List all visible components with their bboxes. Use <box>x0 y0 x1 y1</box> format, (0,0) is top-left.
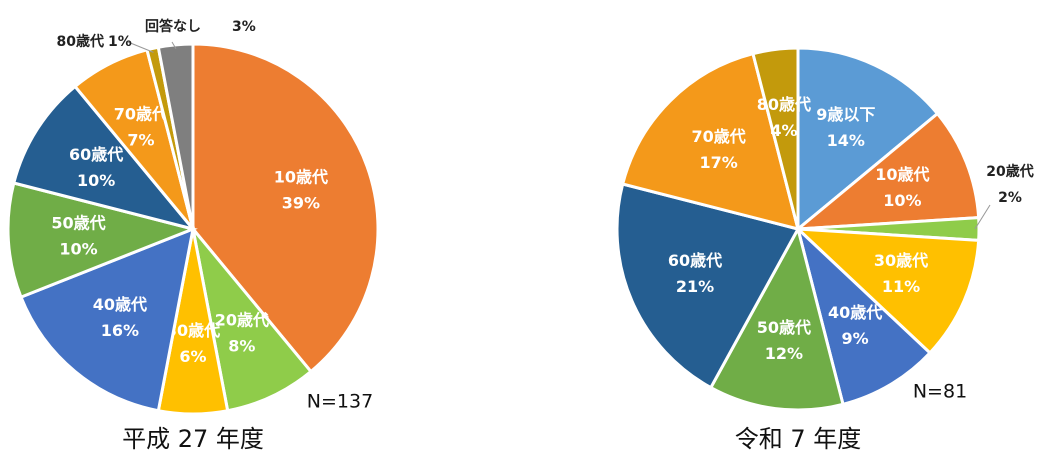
outside-label: 回答なし <box>145 18 201 35</box>
slice-label: 60歳代 <box>668 251 722 270</box>
slice-value: 8% <box>228 336 255 355</box>
pie-slice <box>620 51 801 232</box>
slice-value: 10% <box>883 191 921 210</box>
slice-value: 6% <box>179 347 206 366</box>
slice-label: 50歳代 <box>51 214 105 233</box>
pie-slice <box>795 224 933 407</box>
pie-slice <box>615 182 801 390</box>
sample-size: N=81 <box>913 381 967 403</box>
slice-label: 70歳代 <box>692 127 746 146</box>
slice-value: 14% <box>827 131 865 150</box>
slice-value: 39% <box>282 194 320 213</box>
pie-slice <box>11 84 198 232</box>
pie-slice <box>796 46 940 233</box>
slice-value: 10% <box>77 171 115 190</box>
slice-value: 11% <box>882 277 920 296</box>
slice-value: 17% <box>700 153 738 172</box>
leader-line <box>974 204 991 230</box>
slice-label: 30歳代 <box>166 321 220 340</box>
chart-title: 令和 7 年度 <box>735 425 862 453</box>
outside-value: 1% <box>108 34 132 50</box>
pie-slice <box>19 226 195 413</box>
slice-label: 30歳代 <box>874 251 928 270</box>
outside-value: 2% <box>998 190 1022 206</box>
leader-line <box>127 41 154 53</box>
slice-value: 10% <box>59 240 97 259</box>
slice-value: 16% <box>101 321 139 340</box>
slice-label: 10歳代 <box>274 168 328 187</box>
pie-slice <box>708 224 845 412</box>
slice-label: 40歳代 <box>828 303 882 322</box>
slice-label: 60歳代 <box>69 145 123 164</box>
outside-value: 3% <box>232 19 256 35</box>
pie-slice <box>191 228 314 413</box>
pie-slice <box>156 42 195 230</box>
pie-slice <box>191 42 380 374</box>
slice-value: 7% <box>127 130 154 149</box>
slice-label: 70歳代 <box>114 104 168 123</box>
sample-size: N=137 <box>307 391 373 413</box>
pie-slice <box>793 111 981 231</box>
chart-title: 平成 27 年度 <box>122 425 264 453</box>
slice-label: 9歳以下 <box>816 105 875 124</box>
slice-value: 4% <box>770 121 797 140</box>
leader-line <box>171 41 177 50</box>
pie-slice <box>751 46 800 230</box>
slice-value: 21% <box>676 277 714 296</box>
slice-label: 40歳代 <box>93 295 147 314</box>
slice-value: 12% <box>765 344 803 363</box>
pie-slice <box>793 227 981 356</box>
outside-label: 20歳代 <box>986 163 1033 180</box>
slice-label: 50歳代 <box>757 318 811 337</box>
outside-label: 80歳代 <box>57 33 104 50</box>
slice-label: 80歳代 <box>757 95 811 114</box>
slice-label: 10歳代 <box>875 165 929 184</box>
slice-label: 20歳代 <box>215 310 269 329</box>
slice-value: 9% <box>842 329 869 348</box>
pie-slice <box>6 181 198 300</box>
